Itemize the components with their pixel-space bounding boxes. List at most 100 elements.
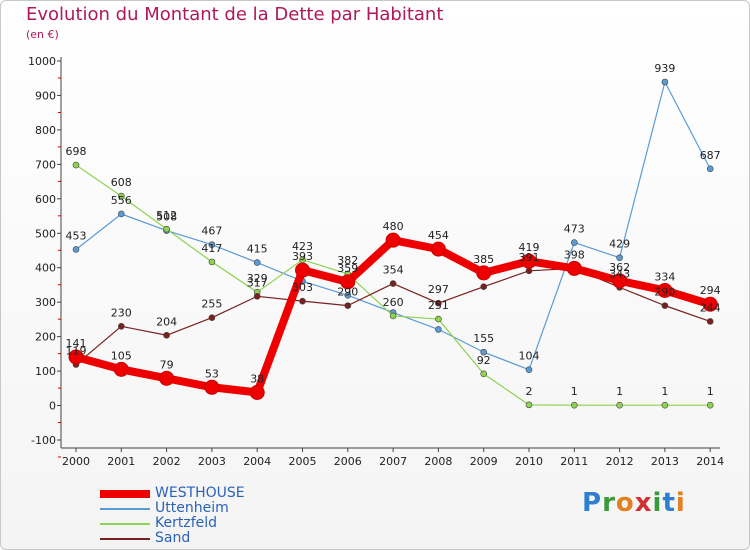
data-point (570, 239, 578, 246)
data-point (208, 258, 216, 266)
data-label: 419 (519, 241, 540, 254)
y-tick-label: 500 (35, 227, 56, 240)
data-label: 473 (564, 223, 585, 236)
data-point (118, 192, 125, 200)
data-point (340, 274, 356, 290)
data-point (661, 78, 669, 86)
legend-swatch (100, 508, 150, 510)
chart-title: Evolution du Montant de la Dette par Hab… (26, 4, 444, 25)
data-point (118, 210, 125, 218)
data-label: 512 (156, 209, 177, 222)
data-point (480, 370, 488, 378)
data-label: 260 (383, 296, 404, 309)
data-label: 92 (477, 354, 491, 367)
legend-swatch (100, 523, 150, 525)
logo-letter: t (662, 488, 676, 518)
data-label: 359 (337, 262, 358, 275)
x-tick-label: 2002 (153, 455, 181, 468)
logo-letter: i (675, 488, 686, 518)
data-label: 1 (707, 385, 714, 398)
data-point (389, 312, 397, 320)
y-tick-label: 600 (35, 193, 56, 206)
data-label: 334 (654, 270, 675, 283)
x-tick-label: 2014 (696, 455, 724, 468)
x-tick-label: 2003 (198, 455, 226, 468)
data-label: 317 (247, 276, 268, 289)
legend-label: Sand (155, 530, 191, 546)
chart-subtitle: (en €) (26, 28, 59, 41)
data-point (208, 314, 216, 321)
data-label: 105 (111, 349, 132, 362)
data-label: 297 (428, 283, 449, 296)
data-label: 382 (337, 254, 358, 267)
data-point (657, 282, 673, 298)
data-label: 939 (654, 62, 675, 75)
data-point (113, 361, 129, 377)
data-label: 480 (383, 220, 404, 233)
data-label: 303 (292, 281, 313, 294)
data-point (385, 232, 401, 248)
data-point (253, 293, 261, 300)
data-label: 53 (205, 367, 219, 380)
y-tick-label: -100 (31, 434, 56, 447)
data-label: 244 (700, 301, 721, 314)
data-label: 698 (66, 145, 87, 158)
data-point (118, 322, 125, 330)
data-point (525, 401, 533, 409)
logo-letter: P (582, 488, 603, 518)
data-label: 556 (111, 194, 132, 207)
y-tick-label: 400 (35, 262, 56, 275)
y-tick-label: 700 (35, 158, 56, 171)
data-label: 1 (571, 385, 578, 398)
x-tick-label: 2008 (424, 455, 452, 468)
legend-item: WESTHOUSE (100, 485, 300, 502)
y-tick-label: 0 (49, 400, 56, 413)
data-point (159, 370, 175, 386)
data-label: 141 (66, 337, 87, 350)
data-point (661, 302, 669, 309)
data-point (566, 260, 582, 276)
data-label: 454 (428, 229, 449, 242)
legend-label: Kertzfeld (155, 515, 218, 531)
data-label: 687 (700, 149, 721, 162)
data-label: 79 (160, 358, 174, 371)
proxiti-logo: Proxiti (582, 488, 686, 518)
data-label: 508 (156, 211, 177, 224)
x-tick-label: 2001 (107, 455, 135, 468)
data-point (525, 366, 533, 374)
data-point (521, 253, 537, 269)
data-point (702, 296, 718, 312)
data-point (299, 297, 306, 305)
data-point (389, 280, 397, 287)
y-tick-label: 900 (35, 89, 56, 102)
data-point (480, 283, 488, 290)
data-point (68, 349, 84, 365)
logo-letter: i (652, 488, 663, 518)
data-label: 1 (616, 385, 623, 398)
data-point (253, 259, 261, 266)
x-tick-label: 2007 (379, 455, 407, 468)
legend-label: WESTHOUSE (155, 485, 245, 501)
x-tick-label: 2005 (289, 455, 317, 468)
data-label: 423 (292, 240, 313, 253)
data-point (525, 267, 533, 275)
y-tick-label: 800 (35, 124, 56, 137)
logo-letter: o (615, 488, 635, 518)
data-label: 362 (609, 261, 630, 274)
y-tick-label: 100 (35, 365, 56, 378)
legend-item: Kertzfeld (100, 515, 300, 532)
y-tick-label: 200 (35, 331, 56, 344)
data-point (435, 326, 442, 333)
data-point (344, 291, 352, 299)
data-label: 1 (661, 385, 668, 398)
data-point (163, 331, 170, 339)
data-point (435, 315, 442, 323)
data-label: 415 (247, 243, 268, 256)
data-point (706, 318, 714, 325)
data-point (208, 241, 216, 248)
data-label: 343 (609, 267, 630, 280)
y-tick-label: 1000 (28, 55, 56, 68)
data-point (295, 262, 310, 278)
data-point (72, 161, 80, 169)
data-label: 290 (654, 286, 675, 299)
